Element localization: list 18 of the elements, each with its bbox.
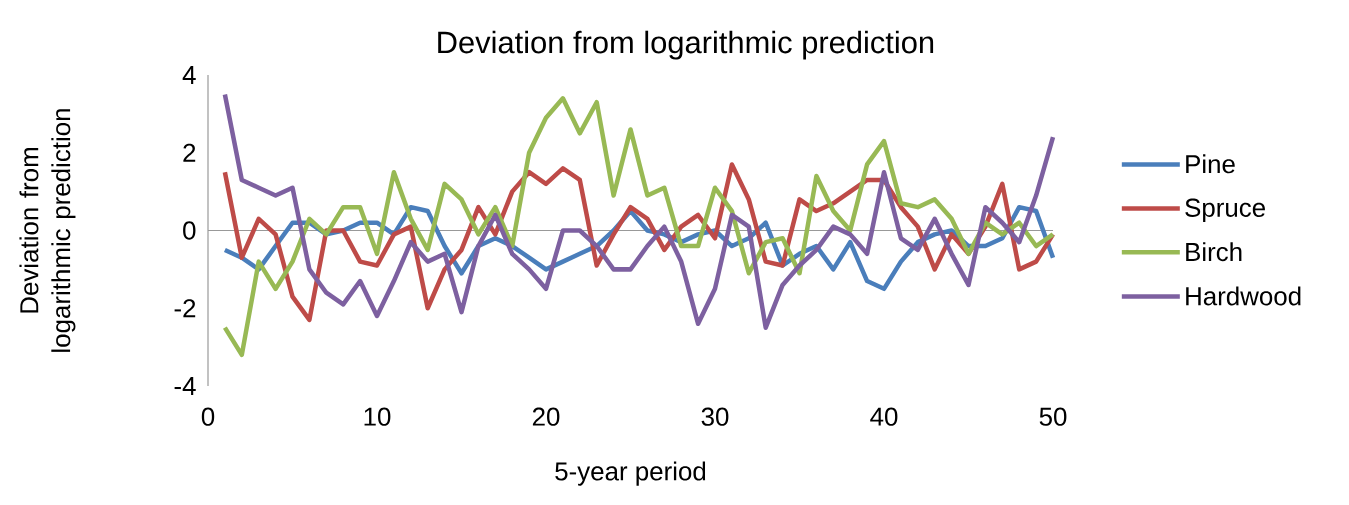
- legend-label: Spruce: [1185, 198, 1265, 223]
- x-tick-label: 20: [532, 407, 560, 426]
- y-tick-label: 2: [183, 143, 196, 162]
- x-tick-label: 40: [870, 407, 898, 426]
- y-tick-label: -4: [174, 377, 196, 395]
- x-tick-label: 10: [364, 407, 391, 426]
- legend-label: Birch: [1186, 242, 1242, 262]
- x-tick-label: 50: [1039, 407, 1067, 426]
- chart-title: Deviation from logarithmic prediction: [438, 30, 934, 60]
- y-tick-label: 4: [182, 66, 196, 84]
- x-axis-title: 5-year period: [555, 461, 706, 486]
- y-axis-title: Deviation from logarithmic prediction: [19, 109, 76, 352]
- x-tick-label: 0: [201, 407, 215, 426]
- legend-label: Hardwood: [1186, 286, 1301, 306]
- y-tick-label: 0: [183, 221, 196, 240]
- y-tick-label: -2: [174, 299, 196, 318]
- x-tick-label: 30: [701, 407, 729, 426]
- legend-label: Pine: [1186, 154, 1235, 174]
